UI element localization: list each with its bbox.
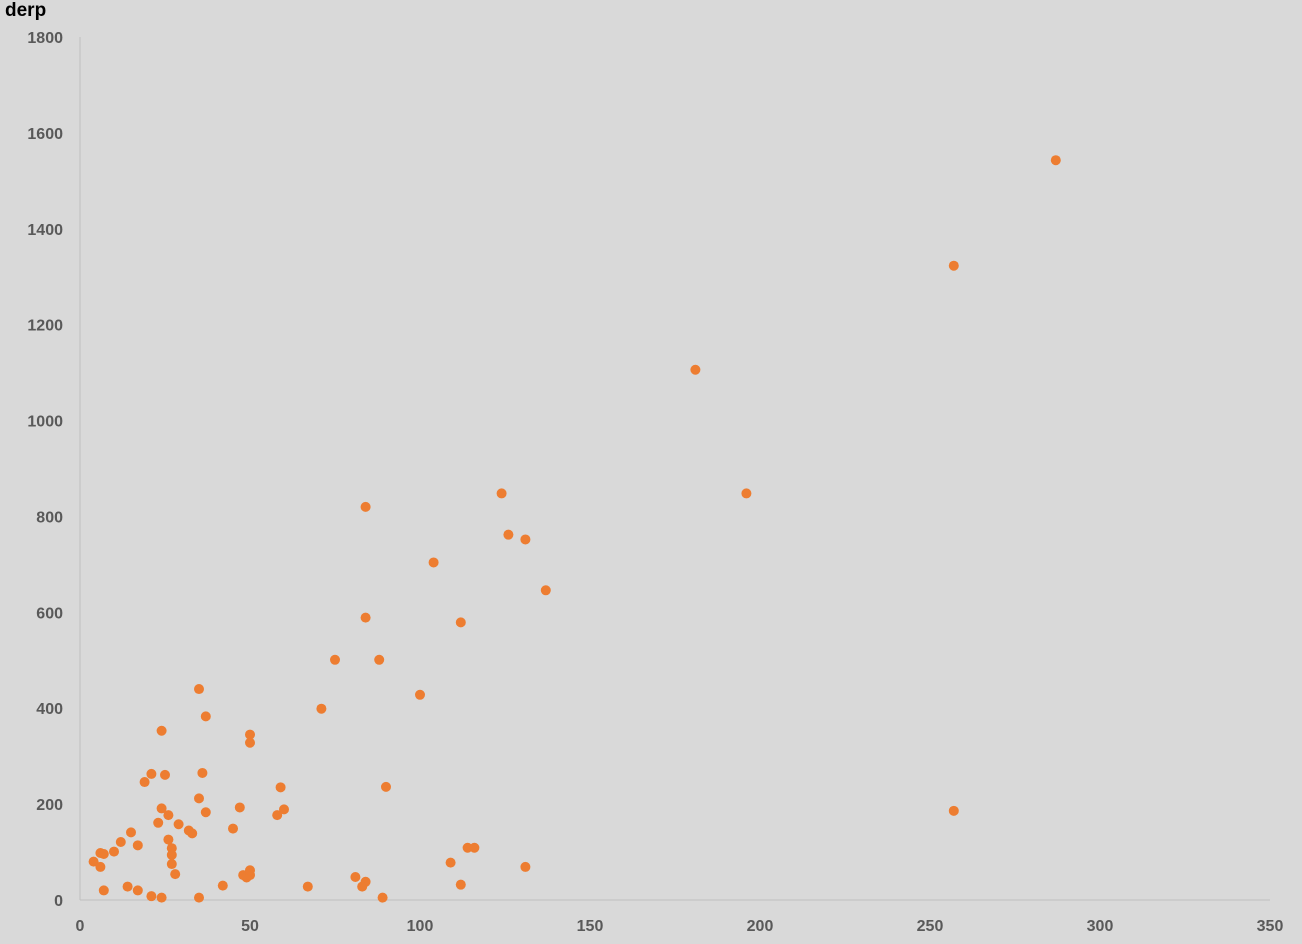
data-point bbox=[330, 654, 340, 665]
data-point bbox=[360, 612, 371, 623]
data-point bbox=[98, 885, 109, 896]
y-tick-label: 800 bbox=[36, 509, 63, 526]
data-point bbox=[316, 703, 327, 714]
data-point bbox=[455, 879, 466, 890]
data-point bbox=[139, 777, 150, 788]
data-point bbox=[166, 859, 177, 870]
data-point bbox=[153, 817, 164, 828]
y-tick-labels: 0 200 400 600 800 1000 1200 1400 1600 1800 bbox=[27, 30, 63, 910]
data-point bbox=[88, 856, 99, 867]
data-point bbox=[948, 260, 959, 271]
data-point bbox=[197, 767, 208, 778]
x-tick-label: 250 bbox=[917, 918, 944, 935]
data-point bbox=[469, 842, 480, 853]
y-tick-label: 1200 bbox=[27, 318, 63, 335]
data-point bbox=[126, 827, 136, 838]
data-point bbox=[357, 881, 368, 892]
data-point bbox=[234, 802, 245, 813]
data-point bbox=[160, 769, 170, 780]
data-point bbox=[156, 803, 167, 814]
data-point bbox=[377, 892, 388, 903]
chart-title: derp bbox=[5, 0, 47, 21]
data-point bbox=[200, 711, 211, 722]
data-point bbox=[350, 871, 361, 882]
y-tick-label: 0 bbox=[54, 893, 63, 910]
data-point bbox=[445, 857, 456, 868]
data-point bbox=[245, 737, 255, 748]
data-point bbox=[455, 617, 466, 628]
data-point bbox=[132, 840, 143, 851]
data-point bbox=[302, 881, 313, 892]
data-point bbox=[360, 501, 371, 512]
data-point bbox=[194, 892, 204, 903]
x-tick-label: 300 bbox=[1087, 918, 1114, 935]
x-tick-label: 200 bbox=[747, 918, 774, 935]
data-point bbox=[132, 885, 143, 896]
data-point bbox=[272, 810, 283, 821]
data-point bbox=[156, 725, 167, 736]
data-point bbox=[156, 892, 167, 903]
data-point bbox=[95, 861, 106, 872]
data-point bbox=[245, 729, 255, 740]
data-point bbox=[194, 793, 204, 804]
x-tick-labels: 0 50 100 150 200 250 300 350 bbox=[76, 918, 1284, 935]
data-point bbox=[115, 836, 126, 847]
data-point bbox=[122, 881, 133, 892]
data-point bbox=[98, 848, 109, 859]
data-point bbox=[540, 585, 551, 596]
data-point bbox=[415, 689, 425, 700]
data-point bbox=[374, 654, 385, 665]
data-point bbox=[1050, 155, 1061, 166]
data-point bbox=[194, 684, 204, 695]
data-point bbox=[163, 810, 174, 821]
data-point bbox=[741, 488, 752, 499]
x-tick-label: 100 bbox=[407, 918, 434, 935]
data-point bbox=[279, 804, 289, 815]
y-tick-label: 1600 bbox=[27, 126, 63, 143]
data-point bbox=[166, 849, 177, 860]
data-point bbox=[228, 823, 238, 834]
data-point bbox=[200, 807, 211, 818]
data-point bbox=[217, 880, 228, 891]
data-points bbox=[88, 155, 1061, 903]
data-point bbox=[245, 865, 255, 876]
data-point bbox=[520, 534, 531, 545]
data-point bbox=[381, 781, 391, 792]
axes bbox=[79, 37, 1270, 901]
y-tick-label: 1800 bbox=[27, 30, 63, 47]
data-point bbox=[173, 819, 184, 830]
x-tick-label: 350 bbox=[1257, 918, 1284, 935]
y-tick-label: 1400 bbox=[27, 222, 63, 239]
data-point bbox=[170, 869, 181, 880]
data-point bbox=[503, 529, 514, 540]
data-point bbox=[146, 891, 157, 902]
data-point bbox=[275, 782, 286, 793]
y-tick-label: 400 bbox=[36, 701, 63, 718]
data-point bbox=[109, 846, 119, 857]
data-point bbox=[187, 828, 198, 839]
y-tick-label: 200 bbox=[36, 797, 63, 814]
data-point bbox=[496, 488, 507, 499]
y-tick-label: 600 bbox=[36, 605, 63, 622]
x-tick-label: 150 bbox=[577, 918, 604, 935]
y-tick-label: 1000 bbox=[27, 414, 63, 431]
data-point bbox=[163, 834, 174, 845]
x-tick-label: 50 bbox=[241, 918, 259, 935]
data-point bbox=[428, 557, 439, 568]
data-point bbox=[520, 861, 531, 872]
x-tick-label: 0 bbox=[76, 918, 85, 935]
data-point bbox=[690, 364, 701, 375]
data-point bbox=[948, 805, 959, 816]
data-point bbox=[146, 768, 157, 779]
